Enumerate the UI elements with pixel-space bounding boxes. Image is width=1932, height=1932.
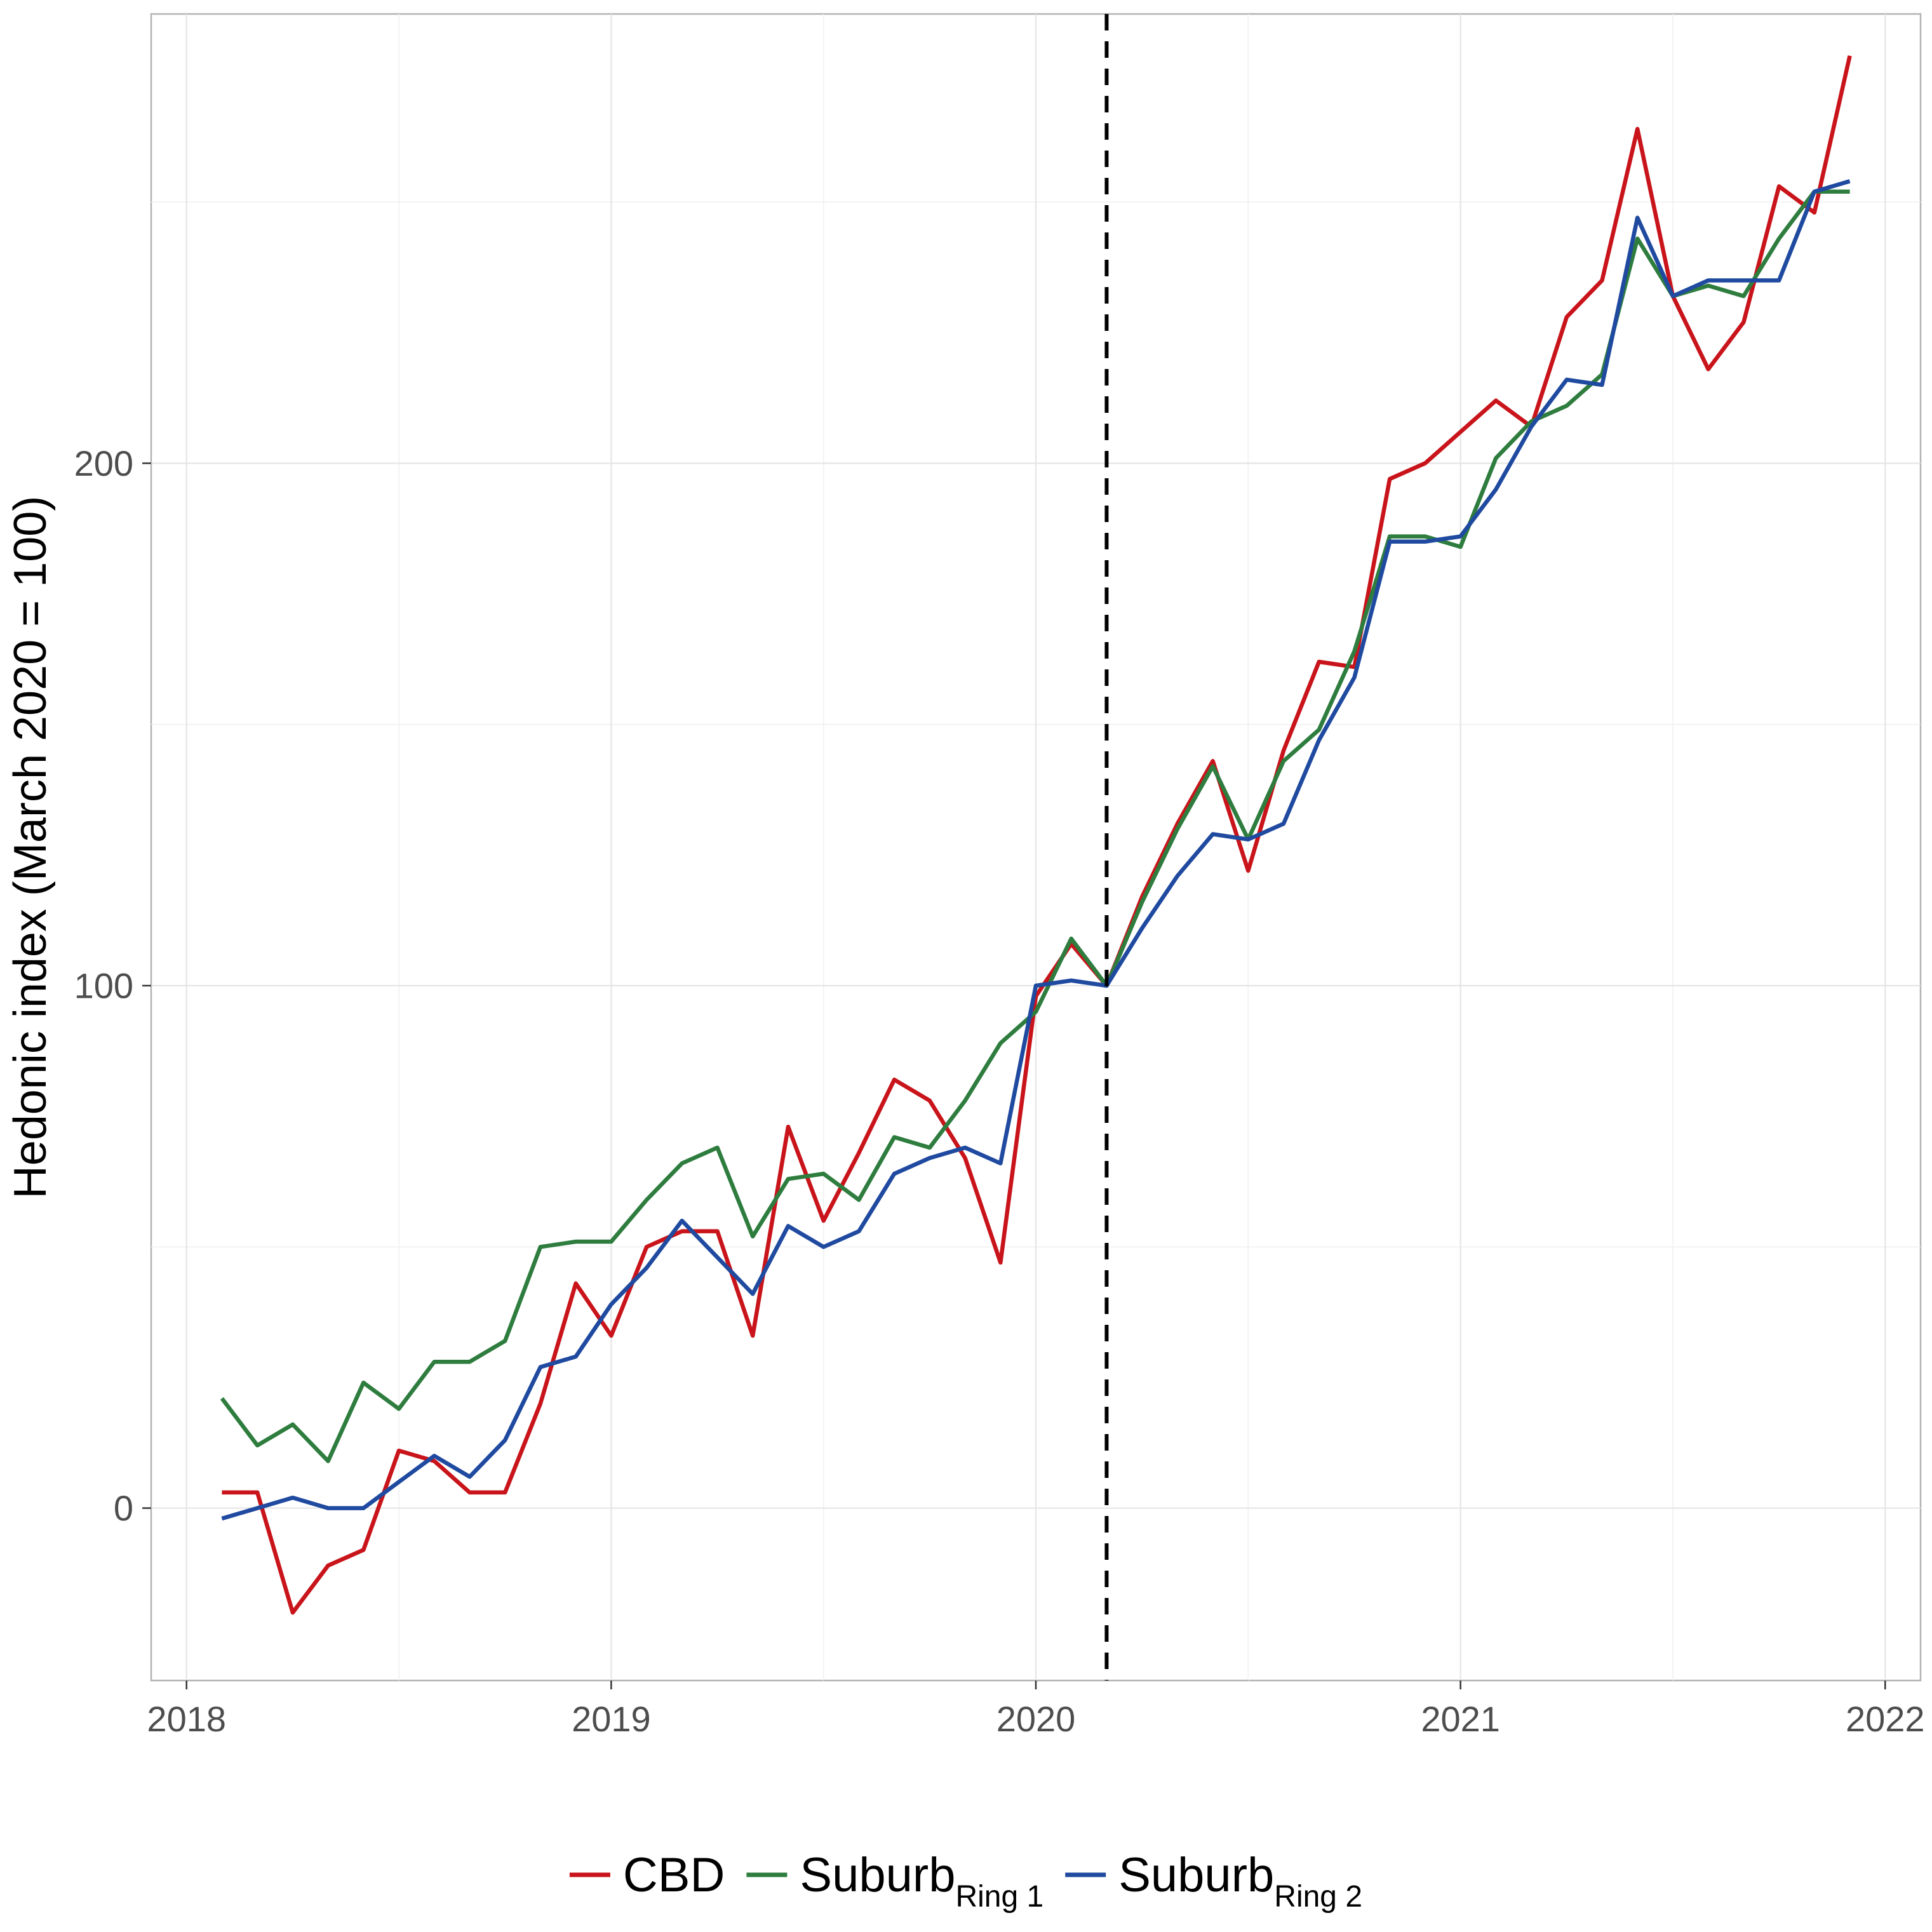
x-tick-label: 2019 <box>572 1699 651 1739</box>
legend-label-main: Suburb <box>1118 1848 1274 1902</box>
legend-label: CBD <box>623 1848 725 1902</box>
legend-label-main: Suburb <box>800 1848 955 1902</box>
legend-label-main: CBD <box>623 1848 725 1902</box>
legend-item-1: CBD <box>569 1848 725 1902</box>
x-tick-label: 2018 <box>147 1699 226 1739</box>
series-line-3 <box>221 179 1851 1521</box>
legend-label-subscript: Ring 1 <box>955 1880 1043 1914</box>
x-tick-label: 2021 <box>1421 1699 1500 1739</box>
legend: CBD SuburbRing 1 SuburbRing 2 <box>569 1848 1362 1914</box>
x-tick-label: 2022 <box>1846 1699 1925 1739</box>
legend-item-2: SuburbRing 1 <box>746 1848 1043 1914</box>
legend-label: SuburbRing 2 <box>1118 1848 1362 1914</box>
legend-label-subscript: Ring 2 <box>1274 1880 1362 1914</box>
x-tick-label: 2020 <box>996 1699 1076 1739</box>
minor-gridlines <box>151 14 1921 1680</box>
y-axis-ticks: 0 100 200 <box>74 443 151 1528</box>
series-lines <box>220 55 1852 1615</box>
legend-item-3: SuburbRing 2 <box>1065 1848 1362 1914</box>
x-axis-ticks: 2018 2019 2020 2021 2022 <box>147 1680 1925 1739</box>
y-tick-label: 200 <box>74 443 133 483</box>
y-tick-label: 100 <box>74 965 133 1005</box>
legend-label: SuburbRing 1 <box>800 1848 1043 1914</box>
series-line-2 <box>220 189 1850 1463</box>
y-tick-label: 0 <box>114 1488 133 1528</box>
y-axis-label: Hedonic index (March 2020 = 100) <box>5 496 56 1199</box>
